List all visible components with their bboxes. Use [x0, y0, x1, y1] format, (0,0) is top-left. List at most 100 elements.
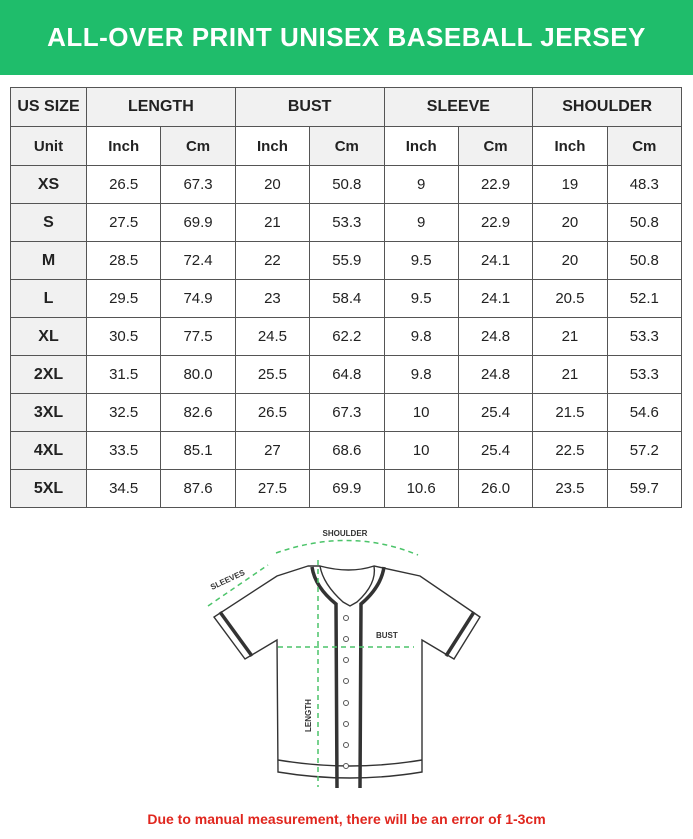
header-bust: BUST [234, 87, 385, 127]
value-cell: 20.5 [532, 279, 608, 318]
value-cell: 48.3 [606, 165, 683, 204]
value-cell: 77.5 [160, 317, 236, 356]
header-sleeve: SLEEVE [383, 87, 534, 127]
table-row: XL 30.5 77.5 24.5 62.2 9.8 24.8 21 53.3 [10, 317, 683, 356]
unit-cell: Cm [309, 126, 385, 166]
value-cell: 9.8 [383, 317, 459, 356]
size-table: US SIZE LENGTH BUST SLEEVE SHOULDER Unit… [10, 87, 683, 508]
value-cell: 27 [234, 431, 311, 470]
label-length: LENGTH [304, 699, 313, 732]
value-cell: 22.5 [532, 431, 608, 470]
value-cell: 50.8 [606, 241, 683, 280]
shoulder-line [275, 539, 419, 556]
measurement-note: Due to manual measurement, there will be… [147, 811, 546, 827]
value-cell: 20 [532, 203, 608, 242]
size-cell: XS [10, 165, 87, 204]
value-cell: 74.9 [160, 279, 236, 318]
value-cell: 87.6 [160, 469, 236, 508]
value-cell: 10 [383, 431, 459, 470]
header-row: US SIZE LENGTH BUST SLEEVE SHOULDER [10, 87, 682, 127]
value-cell: 50.8 [606, 203, 683, 242]
label-sleeves: SLEEVES [209, 568, 247, 592]
value-cell: 52.1 [606, 279, 683, 318]
value-cell: 59.7 [606, 469, 683, 508]
value-cell: 53.3 [606, 355, 683, 394]
value-cell: 53.3 [309, 203, 385, 242]
page-title: ALL-OVER PRINT UNISEX BASEBALL JERSEY [47, 22, 646, 52]
jersey-piping [218, 566, 476, 789]
value-cell: 68.6 [309, 431, 385, 470]
jersey-diagram: SHOULDER SLEEVES BUST LENGTH [207, 529, 481, 789]
value-cell: 23 [234, 279, 311, 318]
value-cell: 55.9 [309, 241, 385, 280]
value-cell: 58.4 [309, 279, 385, 318]
value-cell: 53.3 [606, 317, 683, 356]
value-cell: 62.2 [309, 317, 385, 356]
value-cell: 21 [532, 317, 608, 356]
value-cell: 69.9 [160, 203, 236, 242]
value-cell: 9.5 [383, 279, 459, 318]
unit-cell: Inch [532, 126, 608, 166]
table-row: 2XL 31.5 80.0 25.5 64.8 9.8 24.8 21 53.3 [10, 355, 683, 394]
value-cell: 67.3 [160, 165, 236, 204]
table-row: M 28.5 72.4 22 55.9 9.5 24.1 20 50.8 [10, 241, 683, 280]
value-cell: 26.5 [85, 165, 162, 204]
value-cell: 54.6 [606, 393, 683, 432]
size-cell: XL [10, 317, 87, 356]
value-cell: 22.9 [457, 203, 534, 242]
value-cell: 20 [532, 241, 608, 280]
table-row: XS 26.5 67.3 20 50.8 9 22.9 19 48.3 [10, 165, 683, 204]
title-banner: ALL-OVER PRINT UNISEX BASEBALL JERSEY [0, 0, 693, 75]
value-cell: 24.8 [457, 355, 534, 394]
value-cell: 64.8 [309, 355, 385, 394]
value-cell: 27.5 [234, 469, 311, 508]
value-cell: 21 [532, 355, 608, 394]
jersey-outline [212, 565, 481, 779]
value-cell: 30.5 [85, 317, 162, 356]
header-us-size: US SIZE [10, 87, 87, 127]
value-cell: 31.5 [85, 355, 162, 394]
table-row: 5XL 34.5 87.6 27.5 69.9 10.6 26.0 23.5 59.7 [10, 469, 683, 508]
value-cell: 24.1 [457, 241, 534, 280]
value-cell: 21 [234, 203, 311, 242]
value-cell: 25.4 [457, 393, 534, 432]
header-shoulder: SHOULDER [532, 87, 682, 127]
value-cell: 19 [532, 165, 608, 204]
value-cell: 9 [383, 165, 459, 204]
table-row: 3XL 32.5 82.6 26.5 67.3 10 25.4 21.5 54.6 [10, 393, 683, 432]
value-cell: 22.9 [457, 165, 534, 204]
value-cell: 9.8 [383, 355, 459, 394]
value-cell: 33.5 [85, 431, 162, 470]
size-cell: 5XL [10, 469, 87, 508]
table-row: L 29.5 74.9 23 58.4 9.5 24.1 20.5 52.1 [10, 279, 683, 318]
unit-cell: Cm [160, 126, 236, 166]
value-cell: 50.8 [309, 165, 385, 204]
size-cell: M [10, 241, 87, 280]
measure-lines [207, 539, 419, 787]
value-cell: 10 [383, 393, 459, 432]
value-cell: 10.6 [383, 469, 459, 508]
value-cell: 26.0 [457, 469, 534, 508]
buttons [343, 615, 349, 769]
value-cell: 21.5 [532, 393, 608, 432]
unit-cell: Inch [383, 126, 459, 166]
value-cell: 22 [234, 241, 311, 280]
value-cell: 24.8 [457, 317, 534, 356]
value-cell: 27.5 [85, 203, 162, 242]
value-cell: 24.5 [234, 317, 311, 356]
size-cell: 3XL [10, 393, 87, 432]
value-cell: 69.9 [309, 469, 385, 508]
unit-row: Unit Inch Cm Inch Cm Inch Cm Inch Cm [10, 126, 683, 166]
unit-label: Unit [10, 126, 87, 166]
value-cell: 24.1 [457, 279, 534, 318]
value-cell: 29.5 [85, 279, 162, 318]
table-row: S 27.5 69.9 21 53.3 9 22.9 20 50.8 [10, 203, 683, 242]
value-cell: 25.4 [457, 431, 534, 470]
unit-cell: Cm [457, 126, 534, 166]
value-cell: 23.5 [532, 469, 608, 508]
value-cell: 20 [234, 165, 311, 204]
value-cell: 80.0 [160, 355, 236, 394]
unit-cell: Cm [606, 126, 683, 166]
size-cell: 4XL [10, 431, 87, 470]
value-cell: 28.5 [85, 241, 162, 280]
